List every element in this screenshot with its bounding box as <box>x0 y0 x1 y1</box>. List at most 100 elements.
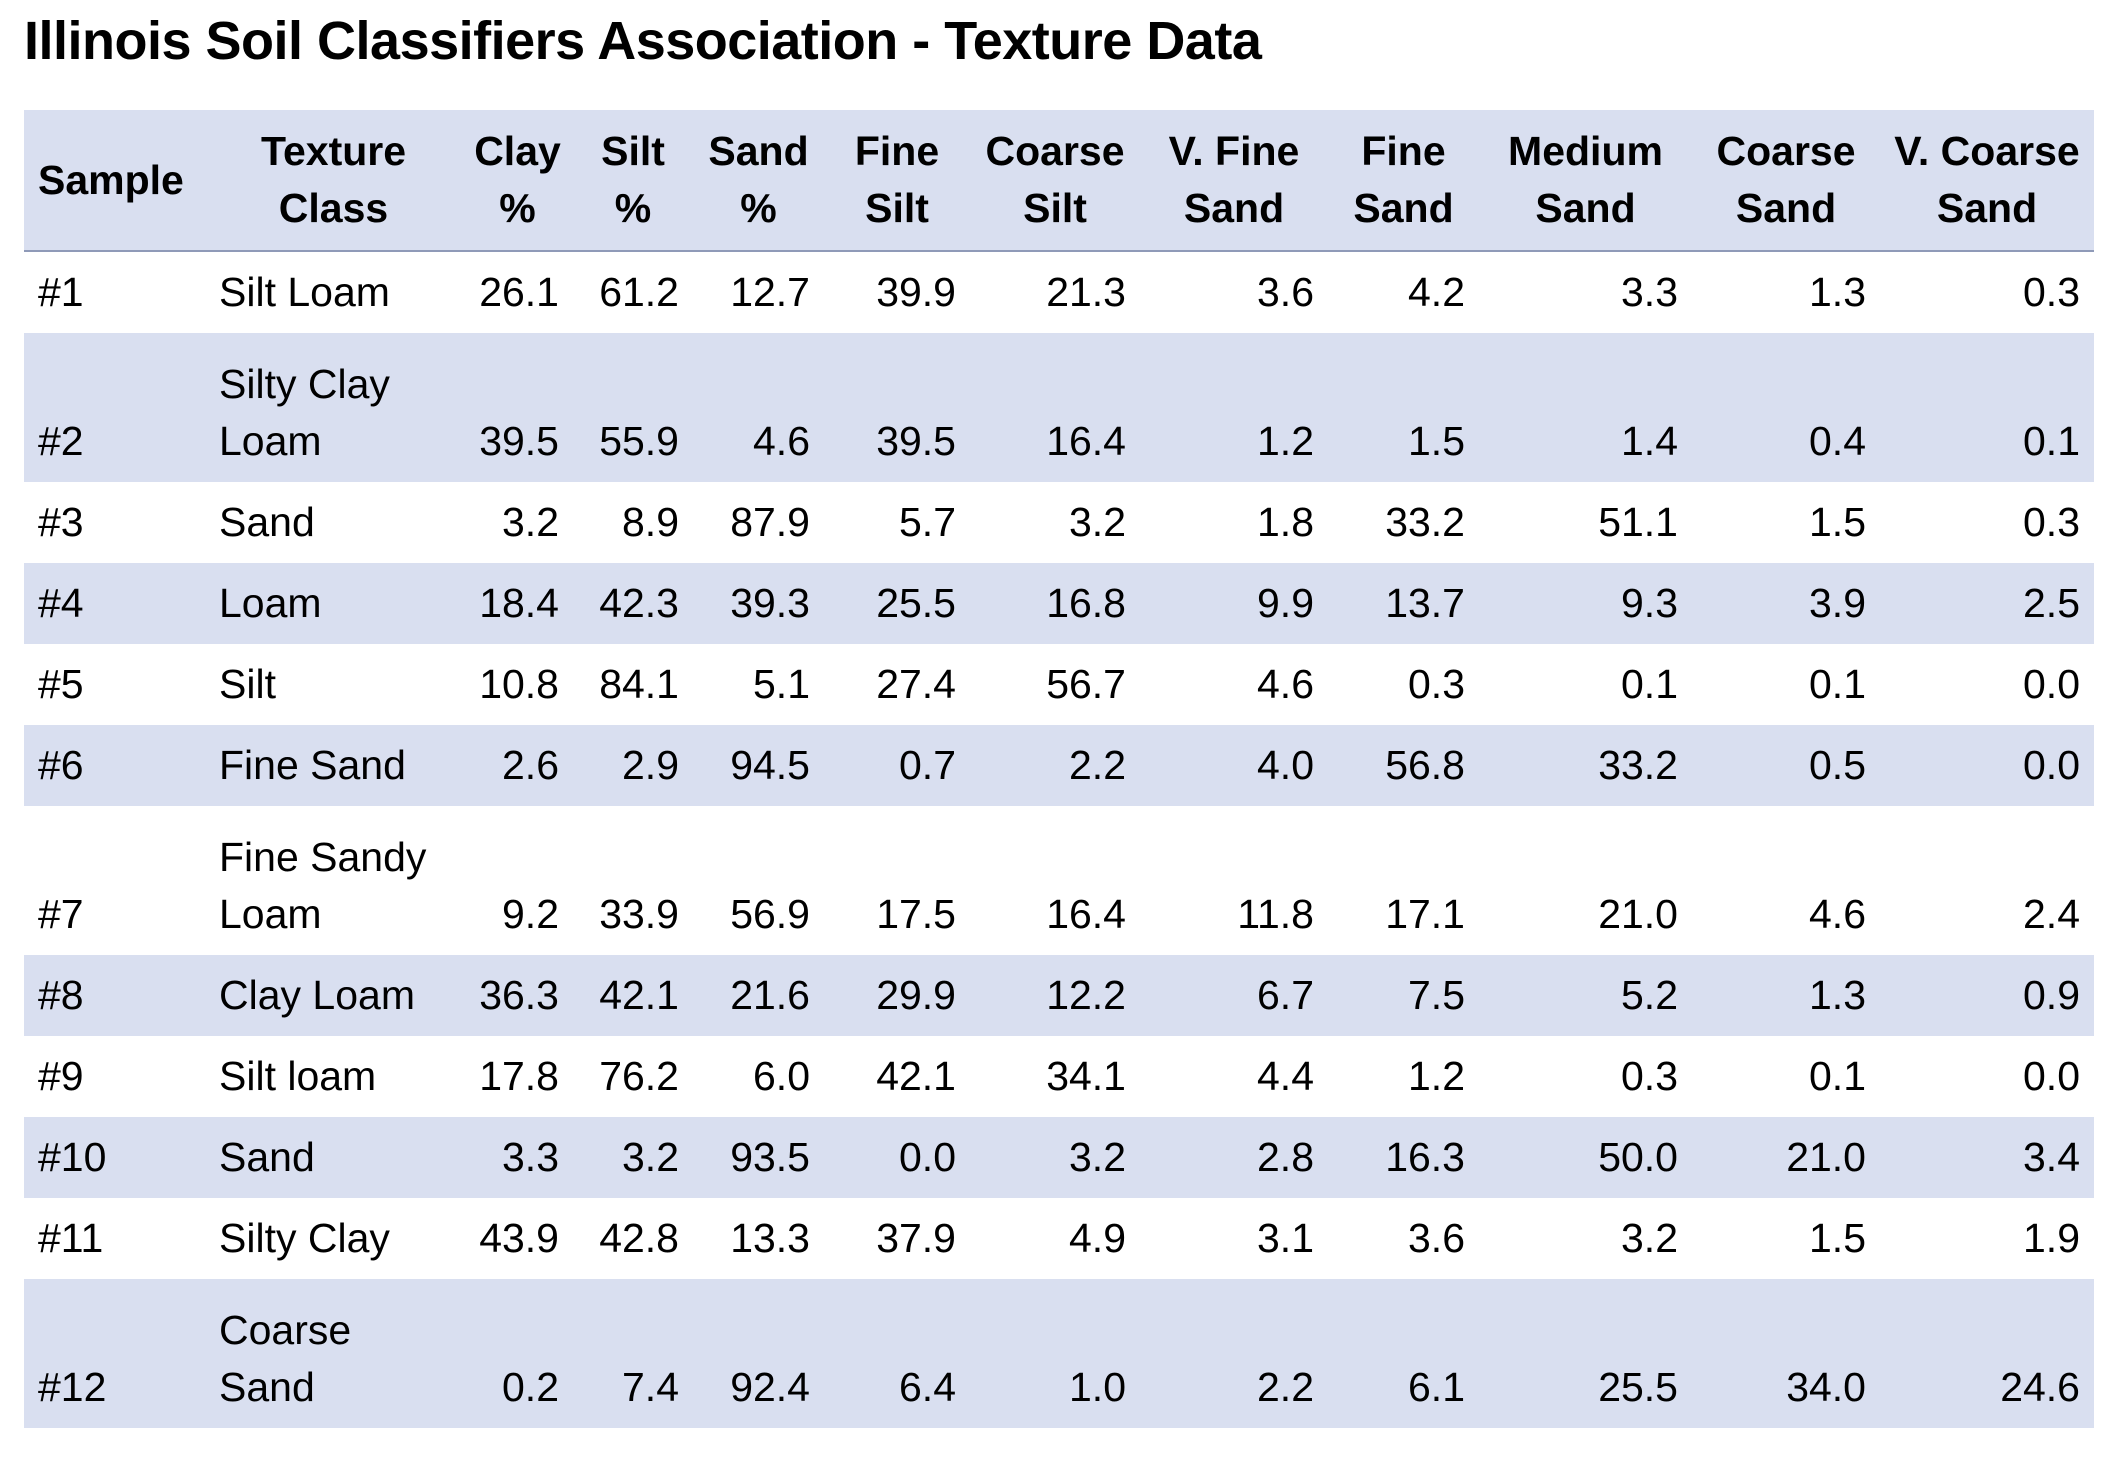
value-cell-clay-pct: 0.2 <box>462 1279 573 1428</box>
value-cell-clay-pct: 3.3 <box>462 1117 573 1198</box>
value-cell-clay-pct: 3.2 <box>502 499 559 545</box>
value-cell-clay-pct: 17.8 <box>479 1053 559 1099</box>
value-cell-coarse-sand: 34.0 <box>1692 1279 1880 1428</box>
value-cell-coarse-silt: 3.2 <box>1069 499 1126 545</box>
texture-class-cell: Silt Loam <box>205 251 462 333</box>
value-cell-coarse-silt: 3.2 <box>970 1117 1140 1198</box>
column-header-line: Silt <box>601 128 665 174</box>
sample-id-cell: #4 <box>24 563 205 644</box>
column-header-line: V. Coarse <box>1894 128 2080 174</box>
texture-class-cell: Loam <box>205 563 462 644</box>
column-header-line: Sand <box>1183 185 1285 231</box>
texture-class-cell: Silt loam <box>205 1036 462 1117</box>
value-cell-fine-sand: 56.8 <box>1328 725 1479 806</box>
value-cell-coarse-sand: 0.4 <box>1692 333 1880 482</box>
value-cell-coarse-silt: 12.2 <box>970 955 1140 1036</box>
texture-class-line: Silty Clay <box>219 1215 390 1261</box>
sample-id-cell: #6 <box>24 725 205 806</box>
texture-class-cell: Silt <box>205 644 462 725</box>
value-cell-fine-sand: 13.7 <box>1328 563 1479 644</box>
column-header-line: Silt <box>1023 185 1087 231</box>
value-cell-clay-pct: 26.1 <box>479 269 559 315</box>
value-cell-fine-sand: 7.5 <box>1328 955 1479 1036</box>
value-cell-silt-pct: 33.9 <box>599 891 679 937</box>
column-header-line: Fine <box>854 128 940 174</box>
value-cell-coarse-silt: 1.0 <box>970 1279 1140 1428</box>
sample-id-cell: #9 <box>38 1053 84 1099</box>
value-cell-very-coarse-sand: 2.5 <box>1880 563 2094 644</box>
value-cell-silt-pct: 84.1 <box>599 661 679 707</box>
column-header-silt-pct: Silt% <box>573 110 693 252</box>
texture-class-line: Sand <box>219 1364 315 1410</box>
table-row: #1 Silt Loam 26.1 61.2 12.7 39.9 21.3 3.6 4.2 3.3… <box>24 251 2094 333</box>
texture-class-cell: Silty Clay Loam <box>205 333 462 482</box>
value-cell-silt-pct: 3.2 <box>573 1117 693 1198</box>
value-cell-coarse-sand: 21.0 <box>1692 1117 1880 1198</box>
value-cell-coarse-sand: 0.5 <box>1692 725 1880 806</box>
value-cell-very-coarse-sand: 0.0 <box>1880 725 2094 806</box>
value-cell-very-fine-sand: 1.8 <box>1257 499 1314 545</box>
value-cell-coarse-sand: 0.1 <box>1809 661 1866 707</box>
value-cell-coarse-sand: 1.3 <box>1809 269 1866 315</box>
texture-class-line: Coarse <box>219 1307 352 1353</box>
value-cell-coarse-silt: 16.4 <box>970 333 1140 482</box>
value-cell-very-coarse-sand: 24.6 <box>1880 1279 2094 1428</box>
value-cell-medium-sand: 25.5 <box>1479 1279 1692 1428</box>
page-title: Illinois Soil Classifiers Association - … <box>24 11 1262 71</box>
value-cell-sand-pct: 39.3 <box>693 563 824 644</box>
table-row: #4 Loam 18.4 42.3 39.3 25.5 16.8 9.9 13.7 9.3 3.9 2… <box>24 563 2094 644</box>
value-cell-fine-sand: 3.6 <box>1408 1215 1465 1261</box>
value-cell-fine-silt: 39.5 <box>824 333 970 482</box>
column-header-line: V. Fine <box>1168 128 1300 174</box>
value-cell-medium-sand: 3.3 <box>1621 269 1678 315</box>
texture-class-cell: Fine Sand <box>205 725 462 806</box>
value-cell-fine-sand: 1.2 <box>1408 1053 1465 1099</box>
texture-class-line: Clay Loam <box>219 972 415 1018</box>
column-header-fine-silt: Fine Silt <box>824 110 970 252</box>
value-cell-fine-silt: 25.5 <box>824 563 970 644</box>
value-cell-medium-sand: 0.1 <box>1621 661 1678 707</box>
value-cell-fine-silt: 0.7 <box>824 725 970 806</box>
value-cell-very-fine-sand: 4.0 <box>1140 725 1328 806</box>
value-cell-medium-sand: 33.2 <box>1479 725 1692 806</box>
value-cell-clay-pct: 43.9 <box>479 1215 559 1261</box>
table-row: #3 Sand 3.2 8.9 87.9 5.7 3.2 1.8 33.2 51.1 1.5 0.3 <box>24 482 2094 563</box>
value-cell-very-coarse-sand: 0.3 <box>2023 269 2080 315</box>
sample-id-cell: #7 <box>38 891 84 937</box>
column-header-coarse-sand: Coarse Sand <box>1692 110 1880 252</box>
texture-data-table: Sample Texture Class Clay% Silt% Sand% Fine Sil… <box>24 110 2094 1428</box>
value-cell-fine-sand: 33.2 <box>1385 499 1465 545</box>
value-cell-sand-pct: 5.1 <box>753 661 810 707</box>
value-cell-very-coarse-sand: 0.3 <box>2023 499 2080 545</box>
column-header-line: Fine <box>1361 128 1446 174</box>
column-header-line: Sand <box>708 128 809 174</box>
value-cell-silt-pct: 76.2 <box>599 1053 679 1099</box>
table-row: #2 Silty Clay Loam 39.5 55.9 4.6 39.5 16.4 1.2 1.… <box>24 333 2094 482</box>
sample-id-cell: #1 <box>38 269 84 315</box>
value-cell-coarse-sand: 1.5 <box>1809 1215 1866 1261</box>
table-row: #9 Silt loam 17.8 76.2 6.0 42.1 34.1 4.4 1.2 0.3 0… <box>24 1036 2094 1117</box>
value-cell-very-coarse-sand: 2.4 <box>2023 891 2080 937</box>
value-cell-silt-pct: 7.4 <box>573 1279 693 1428</box>
value-cell-very-fine-sand: 11.8 <box>1237 891 1314 937</box>
value-cell-medium-sand: 9.3 <box>1479 563 1692 644</box>
sample-id-cell: #5 <box>38 661 84 707</box>
value-cell-coarse-silt: 21.3 <box>1046 269 1126 315</box>
column-header-coarse-silt: Coarse Silt <box>970 110 1140 252</box>
value-cell-coarse-sand: 4.6 <box>1809 891 1866 937</box>
column-header-fine-sand: Fine Sand <box>1328 110 1479 252</box>
value-cell-fine-silt: 29.9 <box>824 955 970 1036</box>
value-cell-coarse-silt: 16.4 <box>1046 891 1126 937</box>
value-cell-fine-sand: 16.3 <box>1328 1117 1479 1198</box>
value-cell-very-fine-sand: 2.2 <box>1140 1279 1328 1428</box>
value-cell-very-fine-sand: 2.8 <box>1140 1117 1328 1198</box>
value-cell-coarse-sand: 3.9 <box>1692 563 1880 644</box>
texture-class-line: Fine Sandy <box>219 834 427 880</box>
value-cell-sand-pct: 21.6 <box>693 955 824 1036</box>
column-header-line: Silt <box>865 185 929 231</box>
value-cell-fine-silt: 5.7 <box>899 499 956 545</box>
value-cell-fine-sand: 6.1 <box>1328 1279 1479 1428</box>
value-cell-silt-pct: 55.9 <box>573 333 693 482</box>
column-header-texture-class: Texture Class <box>205 110 462 252</box>
texture-class-cell: Sand <box>205 1117 462 1198</box>
